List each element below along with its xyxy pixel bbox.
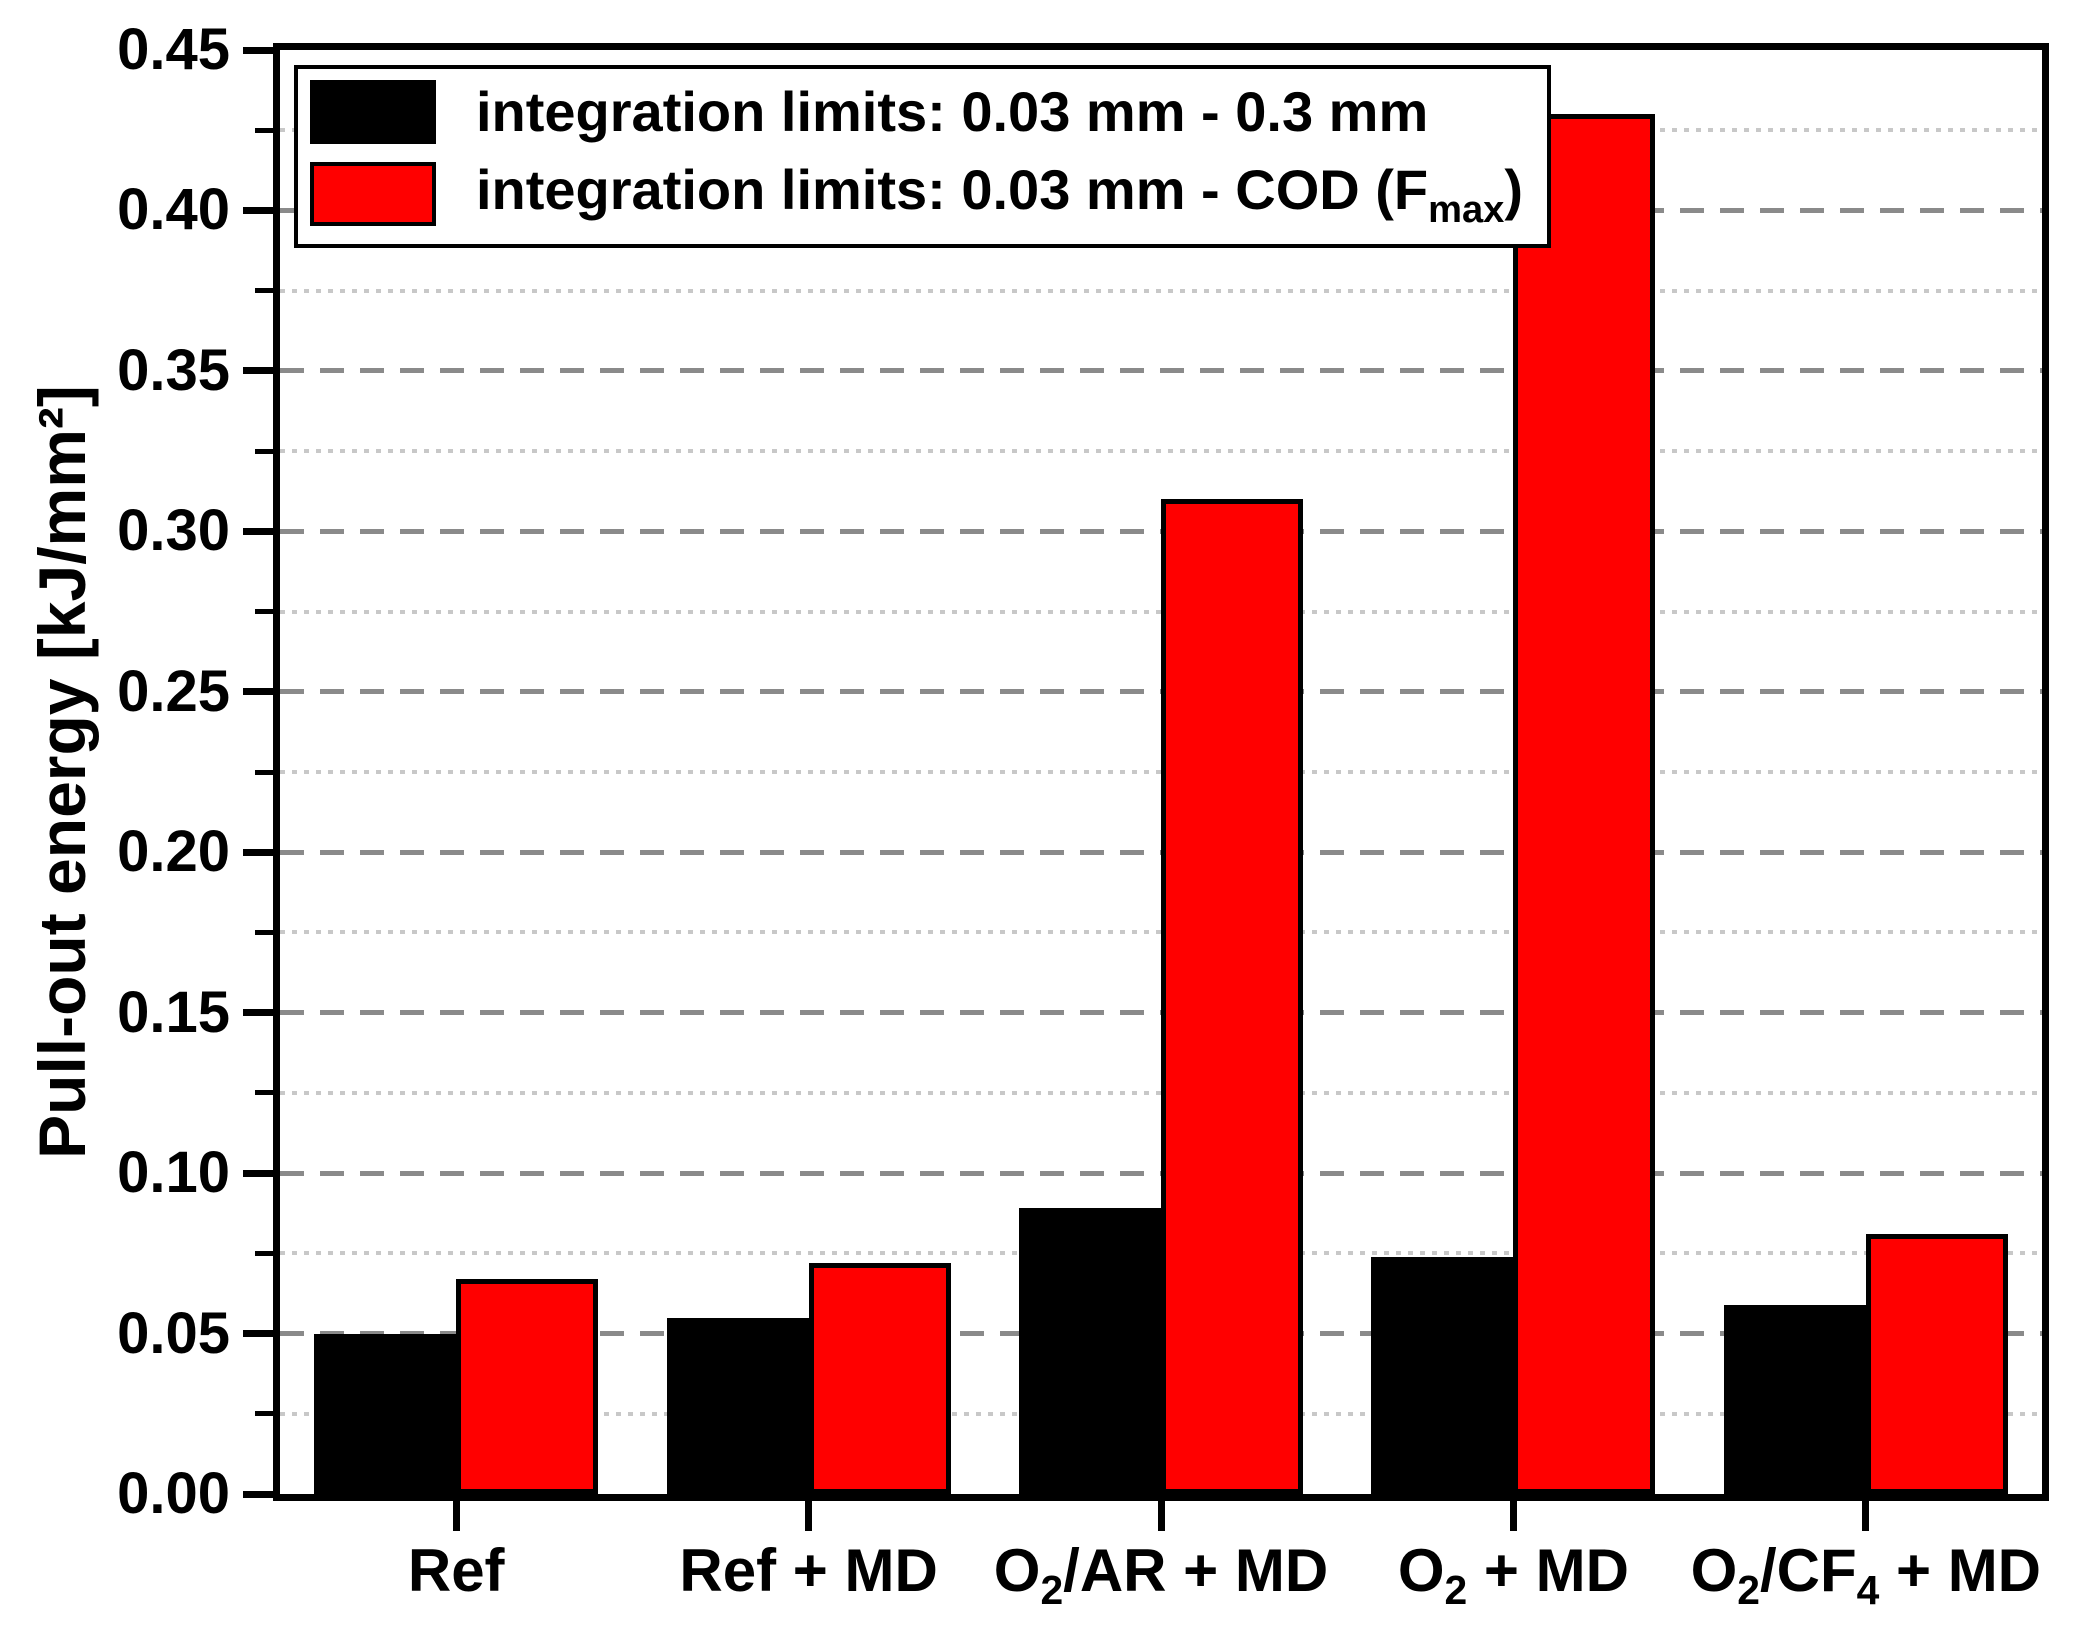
x-axis-tick: [1862, 1501, 1870, 1531]
y-tick-label: 0.05: [117, 1300, 230, 1366]
legend: integration limits: 0.03 mm - 0.3 mm int…: [294, 65, 1551, 248]
bar-red-group5: [1865, 1234, 2008, 1494]
bar-black-group1: [314, 1333, 457, 1494]
y-tick-label: 0.40: [117, 177, 230, 243]
bar-black-group4: [1371, 1256, 1514, 1494]
bar-red-group4: [1513, 114, 1656, 1494]
y-tick-label: 0.15: [117, 979, 230, 1045]
y-tick-label: 0.35: [117, 337, 230, 403]
y-axis-major-tick: [243, 46, 273, 54]
legend-swatch-red: [310, 161, 436, 226]
y-tick-label: 0.20: [117, 819, 230, 885]
y-tick-label: 0.00: [117, 1461, 230, 1526]
y-axis-minor-tick: [255, 127, 273, 133]
bar-black-group5: [1723, 1304, 1866, 1494]
bar-red-group1: [456, 1279, 599, 1494]
y-axis-major-tick: [243, 848, 273, 856]
y-axis-minor-tick: [255, 1090, 273, 1096]
y-tick-label: 0.10: [117, 1140, 230, 1206]
gridline-minor: [280, 288, 2042, 293]
y-axis-minor-tick: [255, 769, 273, 775]
x-tick-label: O2/AR + MD: [993, 1537, 1329, 1614]
y-tick-label: 0.45: [117, 17, 230, 82]
y-axis-minor-tick: [255, 1411, 273, 1417]
y-tick-label: 0.30: [117, 498, 230, 564]
x-tick-label: Ref + MD: [679, 1537, 938, 1604]
y-axis-minor-tick: [255, 288, 273, 294]
x-axis-tick: [1157, 1501, 1165, 1531]
plot-area: integration limits: 0.03 mm - 0.3 mm int…: [117, 20, 2049, 1613]
x-axis-tick: [1509, 1501, 1517, 1531]
legend-item-red-series: integration limits: 0.03 mm - COD (Fmax): [310, 155, 1523, 232]
x-tick-label: O2/CF4 + MD: [1690, 1537, 2042, 1614]
legend-label-red: integration limits: 0.03 mm - COD (Fmax): [476, 158, 1523, 231]
gridline-minor: [280, 449, 2042, 454]
y-axis-minor-tick: [255, 448, 273, 454]
y-axis-major-tick: [243, 206, 273, 214]
bar-black-group2: [666, 1317, 809, 1494]
y-axis-major-tick: [243, 527, 273, 535]
y-axis-minor-tick: [255, 609, 273, 615]
x-axis-tick: [805, 1501, 813, 1531]
y-axis-major-tick: [243, 1490, 273, 1498]
legend-swatch-black: [310, 80, 436, 144]
y-axis-major-tick: [243, 367, 273, 375]
y-axis-major-tick: [243, 1330, 273, 1338]
x-axis-tick: [452, 1501, 460, 1531]
y-axis-major-tick: [243, 1169, 273, 1177]
bar-black-group3: [1019, 1208, 1161, 1494]
legend-item-black-series: integration limits: 0.03 mm - 0.3 mm: [310, 77, 1523, 147]
y-tick-label: 0.25: [117, 658, 230, 724]
y-axis-minor-tick: [255, 1250, 273, 1256]
gridline-major: [280, 368, 2042, 374]
y-axis-major-tick: [243, 1009, 273, 1017]
x-tick-label: Ref: [407, 1537, 505, 1604]
y-axis-major-tick: [243, 688, 273, 696]
bar-red-group3: [1161, 499, 1303, 1494]
bar-red-group2: [808, 1262, 951, 1494]
y-axis-minor-tick: [255, 929, 273, 935]
x-tick-label: O2 + MD: [1397, 1537, 1629, 1614]
legend-label-black: integration limits: 0.03 mm - 0.3 mm: [476, 80, 1429, 143]
